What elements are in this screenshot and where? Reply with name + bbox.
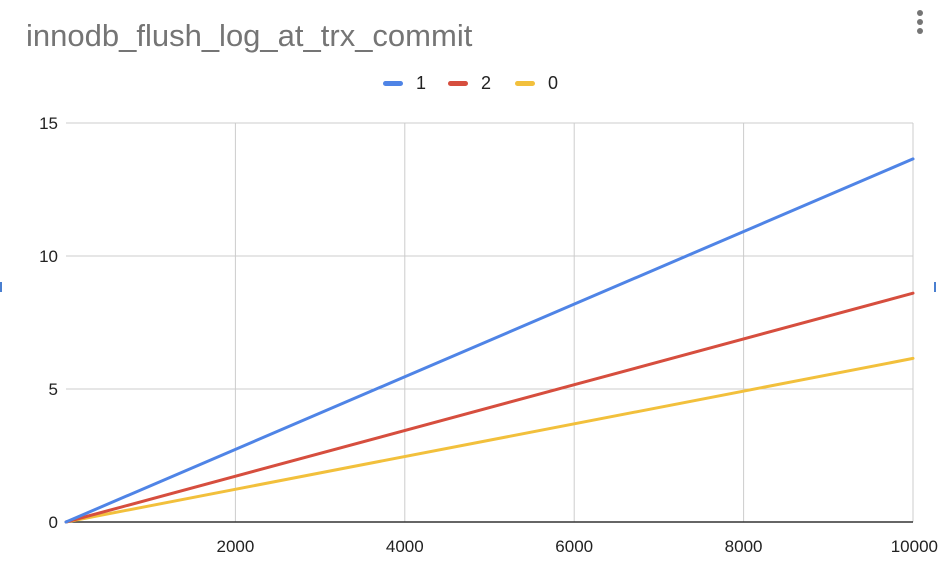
left-edge-handle [0, 282, 2, 292]
more-vert-icon-dot [917, 28, 923, 34]
chart-title: innodb_flush_log_at_trx_commit [26, 18, 473, 53]
legend-item-series-2[interactable]: 2 [448, 70, 491, 96]
legend-item-series-3[interactable]: 0 [515, 70, 558, 96]
series-line-0 [64, 356, 915, 524]
legend-swatch-series-1 [383, 80, 403, 86]
series-line-2 [64, 291, 915, 524]
legend-swatch-series-3 [515, 80, 535, 86]
legend-label-series-1: 1 [416, 72, 427, 93]
chart-legend: 1 2 0 [0, 70, 938, 96]
series-line-1 [64, 157, 915, 524]
y-tick-label: 0 [49, 513, 58, 532]
more-vert-icon [917, 10, 923, 16]
more-options-button[interactable] [908, 6, 932, 38]
legend-swatch-series-2 [448, 80, 468, 86]
right-edge-handle [934, 282, 936, 292]
x-tick-label: 8000 [725, 537, 763, 556]
legend-label-series-2: 2 [481, 72, 492, 93]
legend-item-series-1[interactable]: 1 [383, 70, 426, 96]
y-tick-label: 15 [39, 114, 58, 133]
y-tick-label: 5 [49, 380, 58, 399]
x-tick-label: 6000 [555, 537, 593, 556]
y-tick-label: 10 [39, 247, 58, 266]
legend-label-series-3: 0 [548, 72, 559, 93]
x-tick-label: 10000 [891, 537, 938, 556]
more-vert-icon-dot [917, 19, 923, 25]
x-tick-label: 4000 [386, 537, 424, 556]
x-tick-label: 2000 [216, 537, 254, 556]
